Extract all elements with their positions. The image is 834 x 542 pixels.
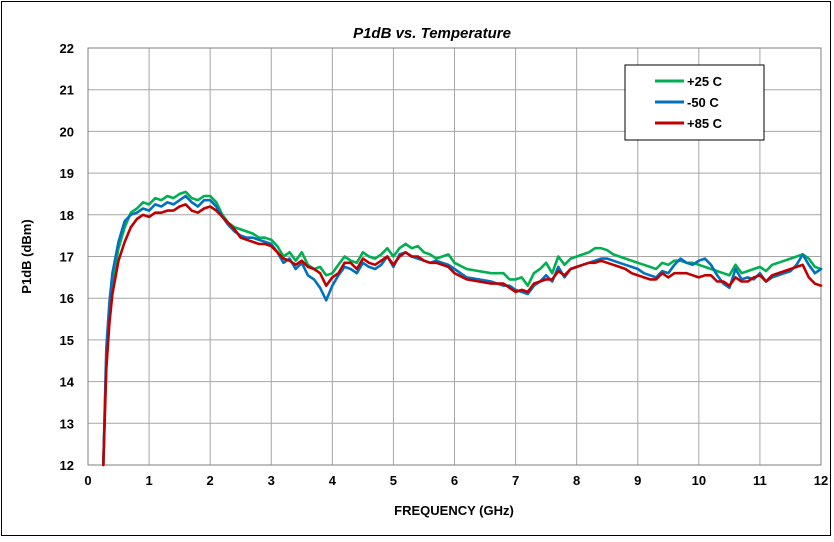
x-tick-label: 6	[451, 473, 458, 488]
x-tick-label: 7	[512, 473, 519, 488]
y-tick-label: 18	[60, 208, 74, 223]
x-tick-label: 0	[84, 473, 91, 488]
y-tick-label: 13	[60, 416, 74, 431]
legend: +25 C -50 C +85 C	[624, 64, 765, 141]
series-line-3	[102, 203, 823, 467]
x-tick-label: 3	[268, 473, 275, 488]
x-tick-label: 10	[692, 473, 706, 488]
y-tick-label: 20	[60, 124, 74, 139]
legend-label: -50 C	[687, 95, 719, 110]
legend-label: +85 C	[687, 116, 723, 131]
series-line-1	[102, 190, 823, 467]
y-tick-label: 19	[60, 166, 74, 181]
x-tick-label: 9	[634, 473, 641, 488]
legend-box	[624, 64, 765, 141]
x-tick-label: 8	[573, 473, 580, 488]
x-tick-label: 5	[390, 473, 397, 488]
series-lines	[102, 190, 823, 467]
legend-label: +25 C	[687, 74, 723, 89]
x-tick-label: 1	[145, 473, 152, 488]
y-tick-label: 14	[60, 375, 75, 390]
x-tick-label: 11	[753, 473, 767, 488]
x-axis-title: FREQUENCY (GHz)	[394, 503, 514, 518]
y-tick-label: 16	[60, 291, 74, 306]
chart-title: P1dB vs. Temperature	[353, 25, 511, 42]
y-axis-title: P1dB (dBm)	[19, 219, 34, 293]
x-tick-label: 12	[814, 473, 828, 488]
series-line-2	[102, 194, 823, 467]
y-tick-label: 17	[60, 250, 74, 265]
y-tick-label: 21	[60, 83, 74, 98]
y-tick-label: 12	[60, 458, 74, 473]
y-tick-label: 15	[60, 333, 74, 348]
x-tick-label: 4	[329, 473, 337, 488]
plot-area	[87, 47, 822, 466]
x-tick-label: 2	[207, 473, 214, 488]
y-tick-label: 22	[60, 41, 74, 56]
